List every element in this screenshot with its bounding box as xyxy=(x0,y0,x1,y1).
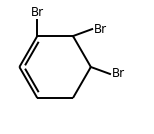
Text: Br: Br xyxy=(31,6,44,19)
Text: Br: Br xyxy=(112,68,125,81)
Text: Br: Br xyxy=(94,23,107,36)
